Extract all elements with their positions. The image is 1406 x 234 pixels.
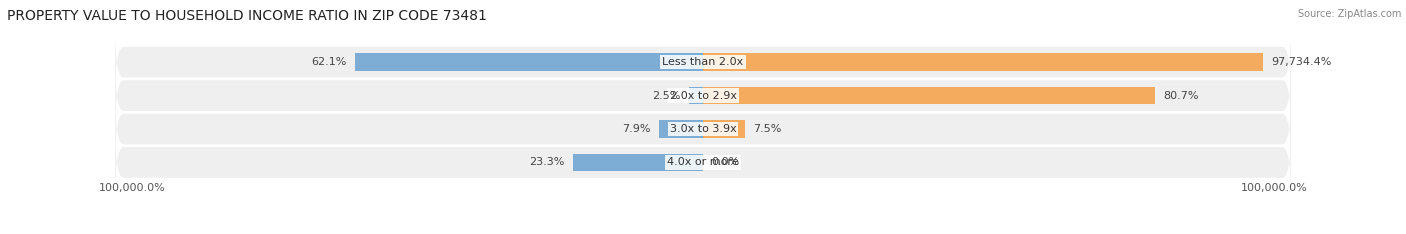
Text: 2.5%: 2.5% (652, 91, 681, 101)
Text: 7.5%: 7.5% (754, 124, 782, 134)
Text: 4.0x or more: 4.0x or more (668, 157, 738, 168)
Text: 3.0x to 3.9x: 3.0x to 3.9x (669, 124, 737, 134)
Text: 7.9%: 7.9% (621, 124, 651, 134)
Text: 100,000.0%: 100,000.0% (98, 183, 165, 193)
Text: 2.0x to 2.9x: 2.0x to 2.9x (669, 91, 737, 101)
FancyBboxPatch shape (115, 61, 1291, 130)
Bar (703, 87, 1154, 104)
Bar (689, 87, 703, 104)
Text: 80.7%: 80.7% (1163, 91, 1199, 101)
Bar (703, 54, 1263, 71)
Bar (356, 54, 703, 71)
Text: 97,734.4%: 97,734.4% (1271, 57, 1331, 67)
Text: 62.1%: 62.1% (312, 57, 347, 67)
Bar (659, 120, 703, 138)
Text: PROPERTY VALUE TO HOUSEHOLD INCOME RATIO IN ZIP CODE 73481: PROPERTY VALUE TO HOUSEHOLD INCOME RATIO… (7, 9, 486, 23)
Text: Source: ZipAtlas.com: Source: ZipAtlas.com (1298, 9, 1402, 19)
FancyBboxPatch shape (115, 94, 1291, 164)
FancyBboxPatch shape (115, 27, 1291, 97)
Text: 23.3%: 23.3% (529, 157, 564, 168)
Text: 100,000.0%: 100,000.0% (1241, 183, 1308, 193)
Bar (572, 154, 703, 171)
Text: 0.0%: 0.0% (711, 157, 740, 168)
FancyBboxPatch shape (115, 128, 1291, 197)
Text: Less than 2.0x: Less than 2.0x (662, 57, 744, 67)
Bar (703, 120, 745, 138)
